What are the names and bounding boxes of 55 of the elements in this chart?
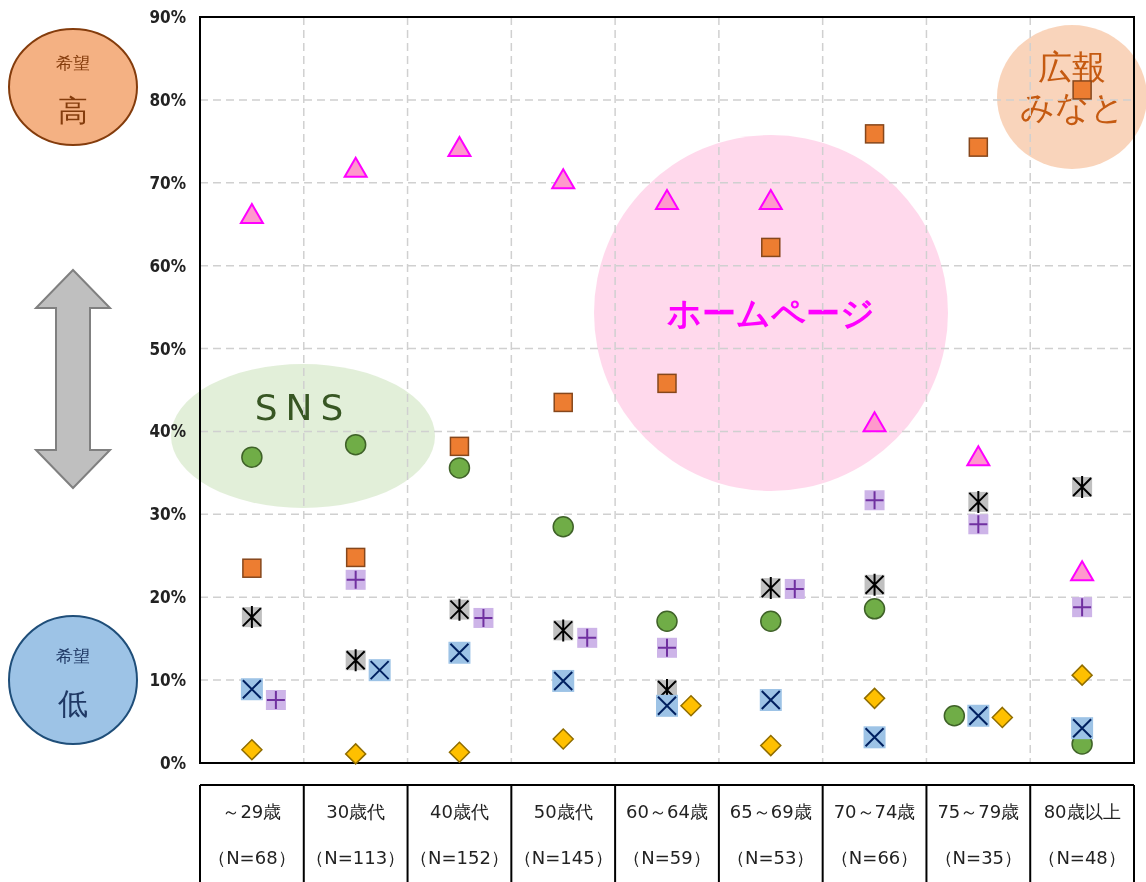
y-tick-label: 30% (149, 504, 186, 525)
category-label: 50歳代（N=145） (513, 801, 613, 868)
y-tick-label: 20% (149, 587, 186, 608)
point (242, 558, 262, 578)
text: 希望低 (56, 646, 90, 721)
point (344, 433, 367, 456)
point (863, 687, 886, 710)
y-tick-label: 50% (149, 338, 186, 359)
annotation: ホームページ (667, 293, 875, 333)
point (656, 610, 678, 633)
y-tick-label: 10% (149, 670, 186, 691)
point (344, 743, 367, 765)
point (241, 738, 263, 761)
category-label: 80歳以上（N=48） (1038, 801, 1126, 868)
point (760, 734, 782, 757)
point (552, 728, 574, 750)
category-label: 30歳代（N=113） (306, 801, 406, 868)
text: 希望高 (56, 53, 90, 128)
point (241, 446, 263, 468)
point (863, 598, 886, 620)
point (657, 373, 677, 394)
point (551, 168, 576, 190)
y-tick-label: 0% (160, 752, 186, 773)
point (553, 392, 573, 413)
point (552, 516, 574, 538)
point (862, 411, 887, 433)
point (864, 124, 885, 144)
y-tick-label: 90% (149, 6, 186, 27)
point (239, 203, 264, 225)
point (655, 189, 679, 211)
point (1070, 560, 1095, 582)
point (448, 741, 471, 763)
point (1071, 664, 1093, 686)
point (447, 135, 472, 157)
point (966, 445, 991, 467)
category-label: 75～79歳（N=35） (934, 801, 1023, 868)
annotation: 広報みなと (1019, 47, 1125, 127)
y-tick-label: 40% (149, 421, 186, 442)
category-label: 65～69歳（N=53） (727, 801, 815, 868)
category-label: 60～64歳（N=59） (623, 801, 711, 868)
point (760, 610, 782, 633)
point (761, 237, 781, 258)
point (449, 436, 470, 457)
y-tick-label: 80% (149, 89, 186, 110)
y-tick-label: 70% (149, 172, 186, 193)
category-label: 40歳代（N=152） (409, 801, 509, 868)
point (968, 137, 989, 157)
point (448, 457, 471, 479)
category-label: 70～74歳（N=66） (830, 801, 919, 868)
annotation: SNS (254, 387, 352, 428)
point (343, 156, 368, 178)
y-tick-label: 60% (149, 255, 186, 276)
category-label: ～29歳（N=68） (208, 801, 296, 868)
point (345, 547, 366, 568)
point (758, 189, 783, 211)
